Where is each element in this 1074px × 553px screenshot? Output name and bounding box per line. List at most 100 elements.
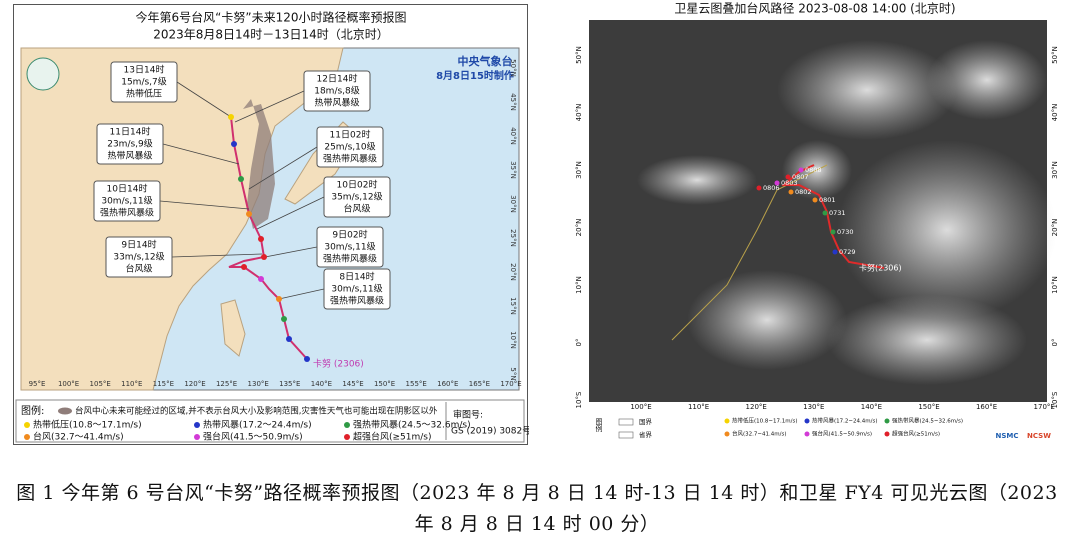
lon-label: 120°E — [746, 403, 767, 411]
callout-level: 台风级 — [343, 203, 370, 215]
callout-time: 11日02时 — [330, 129, 371, 141]
track — [228, 116, 308, 360]
track-point — [774, 180, 780, 186]
lat-label: 25°N — [509, 229, 517, 247]
lat-label: 20°N — [509, 263, 517, 281]
lon-label: 125°E — [216, 380, 237, 388]
logo — [26, 57, 60, 91]
legend-item: 强热带风暴(24.5~32.6m/s) — [892, 417, 963, 425]
lon-label: 115°E — [153, 380, 174, 388]
legend-item: 热带低压(10.8～17.1m/s) — [33, 419, 142, 431]
caption: 图 1 今年第 6 号台风“卡努”路径概率预报图（2023 年 8 月 8 日 … — [16, 482, 1058, 535]
lat-label: 10°N — [575, 276, 583, 294]
callout-level: 热带低压 — [126, 88, 162, 100]
track-point — [812, 197, 818, 203]
callout-time: 8日14时 — [339, 271, 374, 283]
leader-line — [176, 81, 232, 118]
track-point — [258, 236, 264, 242]
lon-label: 150°E — [374, 380, 395, 388]
legend-title: 图例 — [595, 418, 603, 433]
callout-wind: 33m/s,12级 — [113, 251, 164, 263]
storm-label: 卡努 (2306) — [313, 358, 364, 370]
approval-label: 审图号: — [453, 409, 483, 421]
callout-box — [303, 70, 371, 112]
callout-level: 强热带风暴级 — [100, 207, 154, 219]
callout-time: 9日02时 — [332, 229, 367, 241]
land — [220, 299, 246, 357]
boundary-swatch — [618, 418, 634, 426]
callout-wind: 18m/s,8级 — [314, 85, 360, 97]
lon-label: 160°E — [976, 403, 997, 411]
logo: NCSW — [1027, 432, 1051, 440]
legend-title: 图例: — [21, 404, 44, 417]
legend-swatch — [724, 431, 730, 437]
legend-swatch — [344, 434, 350, 440]
lat-label: 0° — [575, 339, 583, 347]
track-label: 0807 — [792, 173, 809, 181]
track-point — [231, 141, 237, 147]
lat-label: 45°N — [509, 93, 517, 111]
leader-line — [159, 200, 250, 210]
lon-label: 110°E — [688, 403, 709, 411]
callout-box — [110, 61, 178, 103]
callout-time: 10日02时 — [337, 179, 378, 191]
callout-wind: 25m/s,10级 — [324, 141, 375, 153]
forecast-map: 今年第6号台风“卡努”未来120小时路径概率预报图 2023年8月8日14时－1… — [13, 4, 529, 445]
lon-label: 170°E — [500, 380, 521, 388]
lat-label: 5°N — [509, 367, 517, 380]
callout-level: 强热带风暴级 — [330, 295, 384, 307]
lat-label: 30°N — [509, 195, 517, 213]
lon-label: 165°E — [469, 380, 490, 388]
agency: 中央气象台 — [458, 54, 513, 68]
track — [781, 164, 885, 269]
legend-swatch — [344, 422, 350, 428]
callout-wind: 30m/s,11级 — [331, 283, 382, 295]
legend-item: 强台风(41.5～50.9m/s) — [203, 431, 303, 443]
legend-swatch — [24, 434, 30, 440]
legend-item: 热带风暴(17.2～24.4m/s) — [203, 419, 312, 431]
lat-label: 0° — [1051, 339, 1059, 347]
callout-time: 12日14时 — [317, 73, 358, 85]
callout-time: 13日14时 — [124, 64, 165, 76]
legend-swatch — [194, 422, 200, 428]
callout-box — [96, 123, 164, 165]
lon-label: 160°E — [437, 380, 458, 388]
issued: 8月8日15时制作 — [436, 69, 514, 82]
track-point — [261, 254, 267, 260]
callout-wind: 23m/s,9级 — [107, 138, 153, 150]
track-point — [241, 264, 247, 270]
callout-wind: 30m/s,11级 — [101, 195, 152, 207]
lat-label: 40°N — [509, 127, 517, 145]
callout-level: 热带风暴级 — [314, 97, 359, 109]
callout-box — [323, 176, 391, 218]
storm-label: 卡努(2306) — [859, 263, 902, 273]
legend-note: 台风中心未来可能经过的区域,并不表示台风大小及影响范围,灾害性天气也可能出现在阴… — [75, 406, 438, 417]
boundary-swatch — [618, 431, 634, 439]
legend-swatch — [24, 422, 30, 428]
lat-label: 35°N — [509, 161, 517, 179]
track-point — [756, 185, 762, 191]
lat-label: 15°N — [509, 297, 517, 315]
track-label: 0729 — [839, 248, 856, 256]
callout-wind: 15m/s,7级 — [121, 76, 167, 88]
clouds — [637, 40, 1057, 385]
callout-level: 台风级 — [125, 263, 152, 275]
satellite-map: 卫星云图叠加台风路径 2023-08-08 14:00 (北京时) 卡努(230… — [575, 1, 1059, 442]
track-point — [281, 316, 287, 322]
legend-box — [15, 399, 525, 443]
lat-label: 10°N — [509, 331, 517, 349]
lat-label: 40°N — [575, 104, 583, 122]
callout-level: 强热带风暴级 — [323, 153, 377, 165]
leader-line — [162, 143, 240, 165]
lon-label: 155°E — [406, 380, 427, 388]
legend-item: 超强台风(≥51m/s) — [892, 430, 940, 438]
legend-swatch — [58, 407, 72, 415]
lat-label: 40°N — [1051, 104, 1059, 122]
track-label: 0801 — [819, 196, 836, 204]
lon-label: 135°E — [279, 380, 300, 388]
callout-box — [316, 126, 384, 168]
boundary-label: 国界 — [639, 418, 653, 426]
lon-label: 120°E — [184, 380, 205, 388]
lon-label: 140°E — [861, 403, 882, 411]
track-point — [788, 189, 794, 195]
